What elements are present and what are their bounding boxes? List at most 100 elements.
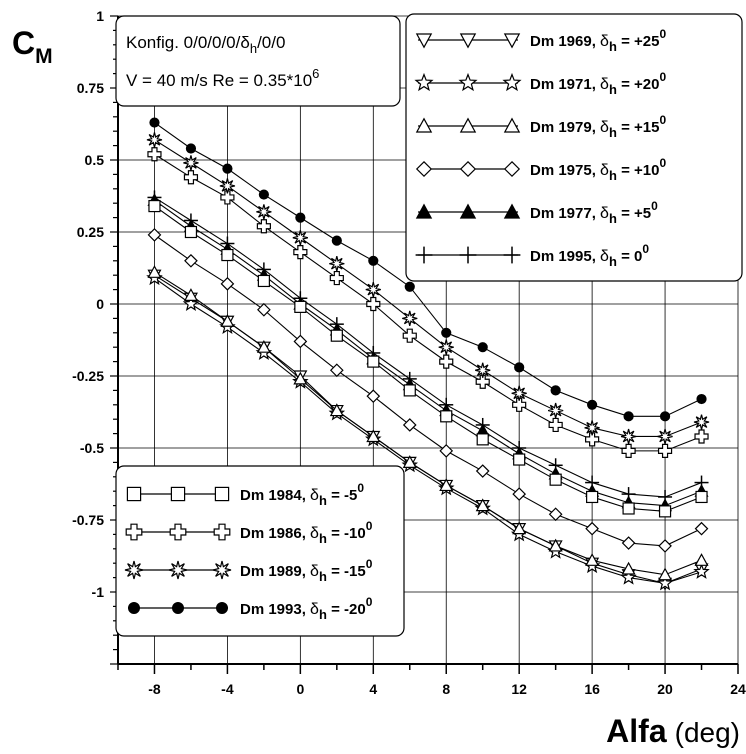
legend-entry: Dm 1975, δh = +100	[415, 156, 666, 183]
data-point	[548, 402, 564, 419]
legend-marker	[213, 523, 231, 541]
legend-marker	[459, 117, 477, 133]
data-point	[622, 502, 635, 515]
data-point	[184, 225, 198, 239]
data-point	[220, 276, 235, 291]
data-point	[512, 521, 527, 535]
data-point	[514, 362, 525, 373]
data-point	[656, 574, 674, 591]
data-point	[439, 444, 454, 458]
series-dm-1993	[149, 117, 707, 422]
legend-marker	[415, 160, 433, 178]
legend-marker	[502, 72, 522, 92]
legend-bottom-left: Dm 1984, δh = -50 Dm 1986, δh = -100 Dm 19…	[115, 465, 405, 637]
series-dm-1979	[147, 265, 709, 581]
data-point	[585, 553, 600, 566]
legend-marker	[415, 33, 433, 49]
info-line2-text: V = 40 m/s Re = 0.35*10	[126, 71, 312, 90]
legend-label: Dm 1977, δh = +50	[530, 199, 658, 226]
data-point	[584, 420, 600, 436]
data-point	[475, 374, 490, 389]
series-line	[154, 122, 702, 417]
data-point	[548, 507, 563, 522]
legend-label: Dm 1993, δh = -200	[240, 595, 373, 622]
legend-marker	[216, 601, 229, 614]
data-point	[657, 443, 673, 458]
data-point	[439, 478, 454, 492]
legend-label: Dm 1975, δh = +100	[530, 156, 666, 183]
series-line	[154, 234, 702, 547]
data-point	[367, 355, 380, 368]
data-point	[184, 253, 198, 268]
data-point	[440, 410, 453, 423]
data-point	[439, 397, 454, 412]
data-point	[585, 475, 600, 490]
series-dm-1986	[147, 147, 709, 458]
data-point	[182, 295, 200, 312]
legend-bottom-left-frame	[115, 465, 405, 637]
data-point	[475, 464, 490, 478]
legend-entry: Dm 1986, δh = -100	[125, 519, 373, 546]
legend-marker	[168, 560, 188, 580]
legend-marker	[125, 523, 143, 541]
data-point	[585, 432, 600, 447]
data-point	[695, 490, 708, 504]
data-point	[659, 411, 671, 422]
data-point	[621, 536, 636, 550]
legend-marker	[458, 72, 478, 92]
data-point	[183, 288, 198, 301]
legend-entry: Dm 1995, δh = 00	[415, 242, 649, 269]
data-point	[149, 117, 160, 128]
data-point	[693, 563, 710, 579]
y-axis-label-sub: M	[35, 45, 53, 68]
data-point	[620, 428, 637, 445]
data-point	[366, 429, 381, 443]
info-box-line1: Konfig. 0/0/0/0/δh/0/0	[126, 33, 285, 56]
series-dm-1989	[146, 132, 710, 445]
data-point	[658, 505, 672, 518]
x-tick-label: 4	[369, 681, 377, 697]
data-point	[620, 568, 637, 585]
data-point	[220, 190, 235, 205]
legend-top-right: Dm 1969, δh = +250 Dm 1971, δh = +200 Dm 1…	[405, 13, 743, 282]
data-point	[694, 521, 709, 536]
data-point	[512, 441, 527, 455]
data-point	[657, 428, 673, 445]
data-point	[183, 155, 199, 171]
data-point	[222, 163, 233, 174]
data-point	[586, 490, 599, 504]
data-point	[402, 455, 417, 468]
data-point	[147, 265, 162, 278]
y-tick-label: 0	[96, 296, 104, 312]
data-point	[220, 236, 235, 251]
x-tick-label: 20	[657, 681, 673, 697]
info-line1-end: /0/0	[257, 33, 285, 52]
data-point	[475, 417, 490, 432]
legend-marker	[172, 601, 185, 614]
data-point	[402, 310, 418, 327]
legend-label: Dm 1979, δh = +150	[530, 113, 666, 140]
data-point	[694, 553, 709, 566]
x-axis-label: Alfa (deg)	[606, 713, 740, 749]
data-point	[257, 274, 270, 288]
data-point	[511, 385, 527, 401]
data-point	[403, 384, 416, 397]
legend-label: Dm 1995, δh = 00	[530, 242, 649, 269]
legend-label: Dm 1989, δh = -150	[240, 557, 373, 584]
data-point	[475, 362, 491, 378]
data-point	[658, 489, 673, 504]
data-point	[693, 414, 710, 430]
series-line	[154, 205, 702, 512]
data-point	[475, 498, 490, 512]
data-point	[548, 417, 563, 433]
legend-marker	[503, 160, 521, 178]
legend-marker	[415, 203, 433, 219]
data-point	[477, 342, 488, 353]
y-tick-label: 1	[96, 8, 104, 24]
data-point	[696, 393, 707, 405]
info-line1-sub: h	[250, 41, 257, 56]
data-point	[548, 538, 563, 552]
x-tick-label: 24	[730, 681, 746, 697]
data-point	[221, 248, 234, 262]
data-point	[147, 147, 162, 162]
